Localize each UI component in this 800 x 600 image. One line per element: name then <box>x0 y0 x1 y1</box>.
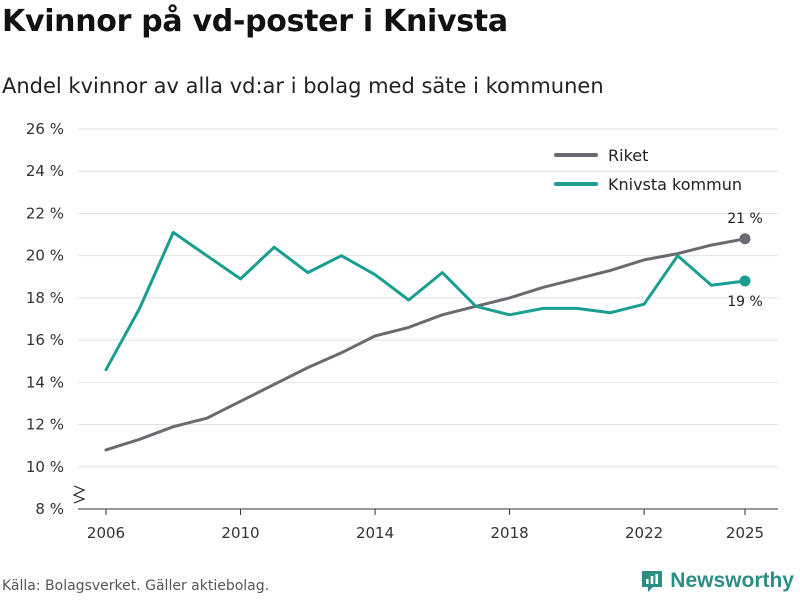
y-axis: 8 % 10 % 12 % 14 % 16 % 18 % 20 % 22 % 24 % 26 % <box>26 120 86 518</box>
y-tick-label: 12 % <box>26 416 64 434</box>
series-end-point <box>739 275 751 287</box>
x-tick-label: 2014 <box>356 524 394 542</box>
y-tick-label: 24 % <box>26 162 64 180</box>
brand-name: Newsworthy <box>670 569 794 592</box>
x-tick-label: 2022 <box>625 524 663 542</box>
y-tick-label: 16 % <box>26 331 64 349</box>
brand[interactable]: Newsworthy <box>640 568 794 594</box>
legend: Riket Knivsta kommun <box>554 146 742 194</box>
legend-label: Riket <box>608 146 648 165</box>
newsworthy-logo-icon <box>642 571 663 592</box>
data-label: 19 % <box>727 294 763 310</box>
x-tick-label: 2006 <box>87 524 125 542</box>
y-tick-label: 22 % <box>26 204 64 222</box>
x-tick-label: 2025 <box>726 524 764 542</box>
axis-break-icon <box>72 485 86 504</box>
series-lines: 21 % 19 % <box>104 211 763 452</box>
series-end-point <box>739 233 751 245</box>
data-label: 21 % <box>727 211 763 227</box>
legend-label: Knivsta kommun <box>608 175 742 194</box>
y-tick-label: 14 % <box>26 373 64 391</box>
y-tick-label: 18 % <box>26 289 64 307</box>
series-line <box>104 230 747 372</box>
x-tick-label: 2018 <box>490 524 528 542</box>
y-tick-label: 10 % <box>26 458 64 476</box>
x-axis: 2006 2010 2014 2018 2022 2025 <box>78 508 778 542</box>
series-line <box>104 237 747 452</box>
y-tick-label: 8 % <box>35 500 64 518</box>
y-tick-label: 20 % <box>26 247 64 265</box>
x-tick-label: 2010 <box>221 524 259 542</box>
chart-subtitle: Andel kvinnor av alla vd:ar i bolag med … <box>2 74 604 98</box>
source-note: Källa: Bolagsverket. Gäller aktiebolag. <box>2 578 270 594</box>
y-tick-label: 26 % <box>26 120 64 138</box>
chart-title: Kvinnor på vd-poster i Knivsta <box>2 4 508 39</box>
